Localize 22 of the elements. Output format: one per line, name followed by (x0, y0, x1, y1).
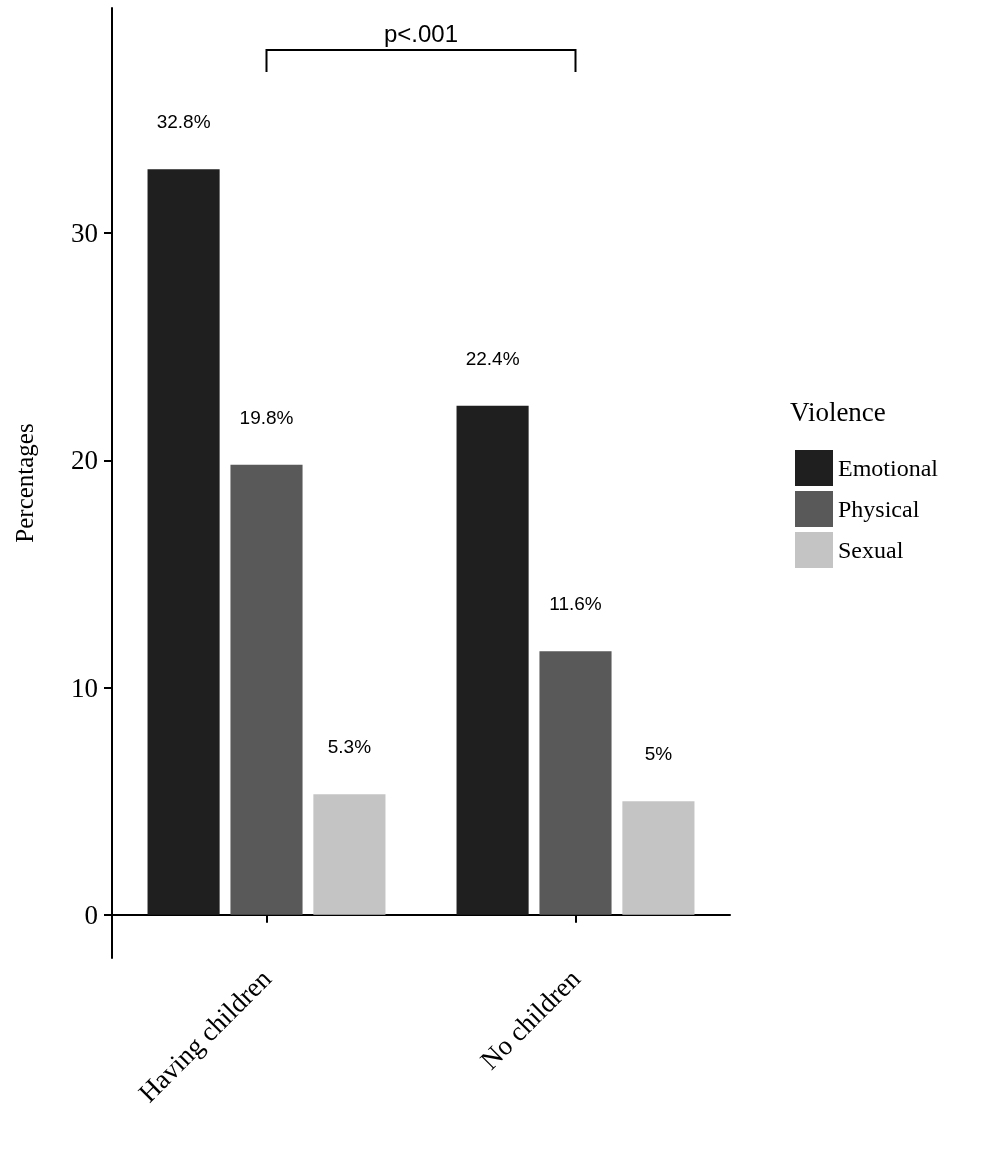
y-tick-label: 30 (71, 218, 98, 248)
data-label: 32.8% (156, 111, 211, 133)
legend-label: Sexual (838, 537, 904, 563)
data-label: 11.6% (549, 593, 602, 615)
y-tick-label: 0 (84, 899, 98, 930)
y-tick-label: 20 (71, 445, 98, 476)
annotation: p<.001 (383, 20, 459, 47)
bar (456, 405, 529, 915)
y-axis-title: Percentages (11, 423, 38, 543)
data-label: 5.3% (327, 736, 372, 758)
bar (147, 169, 220, 915)
legend-label: Emotional (838, 455, 939, 481)
data-label: 22.4% (465, 347, 520, 369)
data-label: 19.8% (239, 406, 294, 428)
legend-label: Physical (838, 496, 920, 522)
legend-title: Violence (790, 396, 886, 427)
bar (230, 464, 303, 915)
bar (539, 651, 612, 915)
data-label: 5% (644, 743, 673, 765)
bar (622, 801, 695, 915)
bar (313, 794, 386, 915)
y-tick-label: 10 (71, 672, 98, 703)
